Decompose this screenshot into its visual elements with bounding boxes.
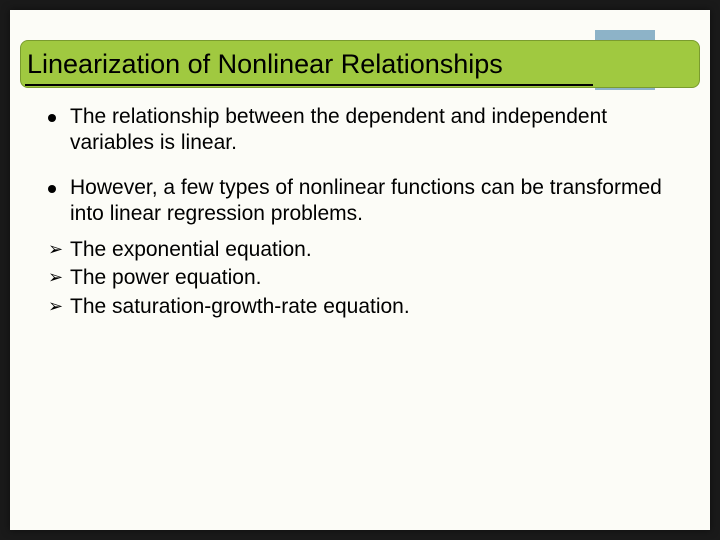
arrow-icon: ➢ xyxy=(48,239,70,260)
arrow-icon: ➢ xyxy=(48,296,70,317)
sub-item: ➢ The power equation. xyxy=(48,265,680,291)
bullet-dot-icon xyxy=(48,114,56,122)
slide: Linearization of Nonlinear Relationships… xyxy=(10,10,710,530)
sub-item-text: The power equation. xyxy=(70,265,261,291)
content-area: The relationship between the dependent a… xyxy=(48,104,680,322)
slide-title: Linearization of Nonlinear Relationships xyxy=(27,49,503,80)
bullet-text: However, a few types of nonlinear functi… xyxy=(70,175,680,228)
bullet-item: However, a few types of nonlinear functi… xyxy=(48,175,680,228)
sub-item: ➢ The exponential equation. xyxy=(48,237,680,263)
sub-item-text: The saturation-growth-rate equation. xyxy=(70,294,410,320)
bullet-text: The relationship between the dependent a… xyxy=(70,104,680,157)
title-bar: Linearization of Nonlinear Relationships xyxy=(20,40,700,88)
sub-item-text: The exponential equation. xyxy=(70,237,312,263)
arrow-icon: ➢ xyxy=(48,267,70,288)
bullet-item: The relationship between the dependent a… xyxy=(48,104,680,157)
title-underline xyxy=(25,84,593,86)
sub-item: ➢ The saturation-growth-rate equation. xyxy=(48,294,680,320)
bullet-dot-icon xyxy=(48,185,56,193)
